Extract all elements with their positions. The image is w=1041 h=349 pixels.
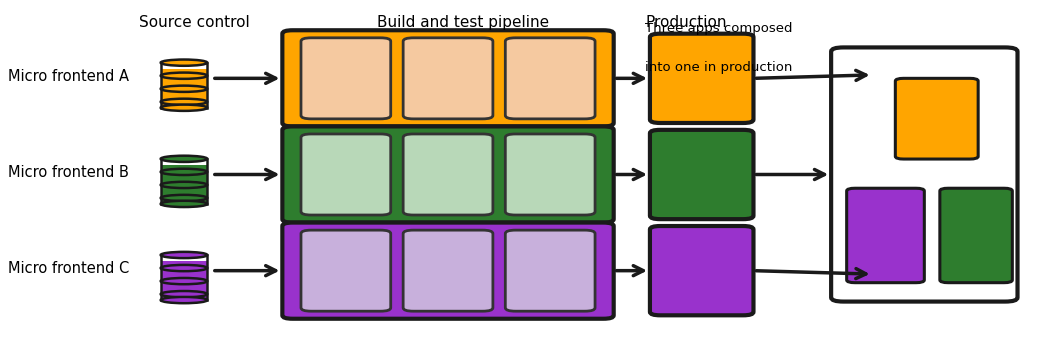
- Ellipse shape: [160, 201, 207, 207]
- FancyBboxPatch shape: [505, 230, 595, 311]
- FancyBboxPatch shape: [160, 261, 207, 274]
- Text: Micro frontend C: Micro frontend C: [8, 261, 129, 276]
- FancyBboxPatch shape: [650, 34, 754, 123]
- FancyBboxPatch shape: [650, 226, 754, 315]
- FancyBboxPatch shape: [403, 230, 492, 311]
- FancyBboxPatch shape: [282, 223, 614, 319]
- FancyBboxPatch shape: [282, 126, 614, 223]
- Ellipse shape: [160, 182, 207, 188]
- FancyBboxPatch shape: [403, 38, 492, 119]
- FancyBboxPatch shape: [160, 69, 207, 82]
- FancyBboxPatch shape: [505, 134, 595, 215]
- Ellipse shape: [160, 297, 207, 303]
- Ellipse shape: [160, 99, 207, 105]
- FancyBboxPatch shape: [831, 47, 1017, 302]
- FancyBboxPatch shape: [940, 188, 1012, 283]
- Ellipse shape: [160, 169, 207, 175]
- FancyBboxPatch shape: [301, 230, 390, 311]
- Ellipse shape: [160, 105, 207, 111]
- Ellipse shape: [160, 195, 207, 201]
- Text: Source control: Source control: [138, 15, 250, 30]
- Ellipse shape: [160, 156, 207, 162]
- FancyBboxPatch shape: [650, 130, 754, 219]
- FancyBboxPatch shape: [282, 30, 614, 126]
- FancyBboxPatch shape: [301, 38, 390, 119]
- Ellipse shape: [160, 60, 207, 66]
- Ellipse shape: [160, 265, 207, 271]
- Text: Three apps composed: Three apps composed: [644, 22, 792, 35]
- Text: Production: Production: [645, 15, 727, 30]
- Text: Build and test pipeline: Build and test pipeline: [378, 15, 550, 30]
- FancyBboxPatch shape: [160, 82, 207, 95]
- FancyBboxPatch shape: [160, 165, 207, 178]
- Ellipse shape: [160, 278, 207, 284]
- FancyBboxPatch shape: [846, 188, 924, 283]
- FancyBboxPatch shape: [160, 287, 207, 300]
- Text: into one in production: into one in production: [644, 61, 792, 74]
- Text: Micro frontend A: Micro frontend A: [8, 69, 129, 84]
- Ellipse shape: [160, 291, 207, 297]
- FancyBboxPatch shape: [895, 78, 979, 159]
- FancyBboxPatch shape: [505, 38, 595, 119]
- FancyBboxPatch shape: [160, 178, 207, 191]
- FancyBboxPatch shape: [160, 191, 207, 204]
- Ellipse shape: [160, 73, 207, 79]
- Ellipse shape: [160, 86, 207, 92]
- Text: Micro frontend B: Micro frontend B: [8, 165, 129, 180]
- FancyBboxPatch shape: [160, 95, 207, 108]
- Ellipse shape: [160, 252, 207, 258]
- FancyBboxPatch shape: [403, 134, 492, 215]
- FancyBboxPatch shape: [301, 134, 390, 215]
- FancyBboxPatch shape: [160, 274, 207, 287]
